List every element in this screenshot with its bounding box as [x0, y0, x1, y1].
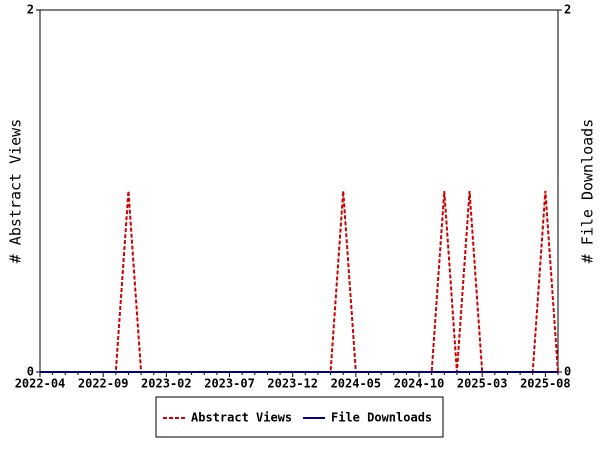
- x-tick-label: 2024-10: [394, 377, 445, 391]
- legend-label: Abstract Views: [191, 411, 292, 425]
- y2-tick-label: 0: [564, 365, 571, 379]
- x-tick-label: 2023-12: [267, 377, 318, 391]
- y-axis-title: # Abstract Views: [7, 119, 25, 264]
- x-tick-label: 2023-02: [141, 377, 192, 391]
- x-tick-label: 2022-04: [15, 377, 66, 391]
- y2-axis-title: # File Downloads: [579, 119, 597, 264]
- x-tick-label: 2025-03: [457, 377, 508, 391]
- x-tick-label: 2024-05: [331, 377, 382, 391]
- y-tick-label: 0: [27, 365, 34, 379]
- x-tick-label: 2025-08: [520, 377, 571, 391]
- legend-label: File Downloads: [331, 411, 432, 425]
- y2-tick-label: 2: [564, 3, 571, 17]
- series-line: [40, 190, 559, 373]
- x-tick-label: 2022-09: [78, 377, 129, 391]
- x-tick-label: 2023-07: [204, 377, 255, 391]
- y-tick-label: 2: [27, 3, 34, 17]
- legend-box: [155, 396, 444, 438]
- plot-frame: [39, 9, 559, 373]
